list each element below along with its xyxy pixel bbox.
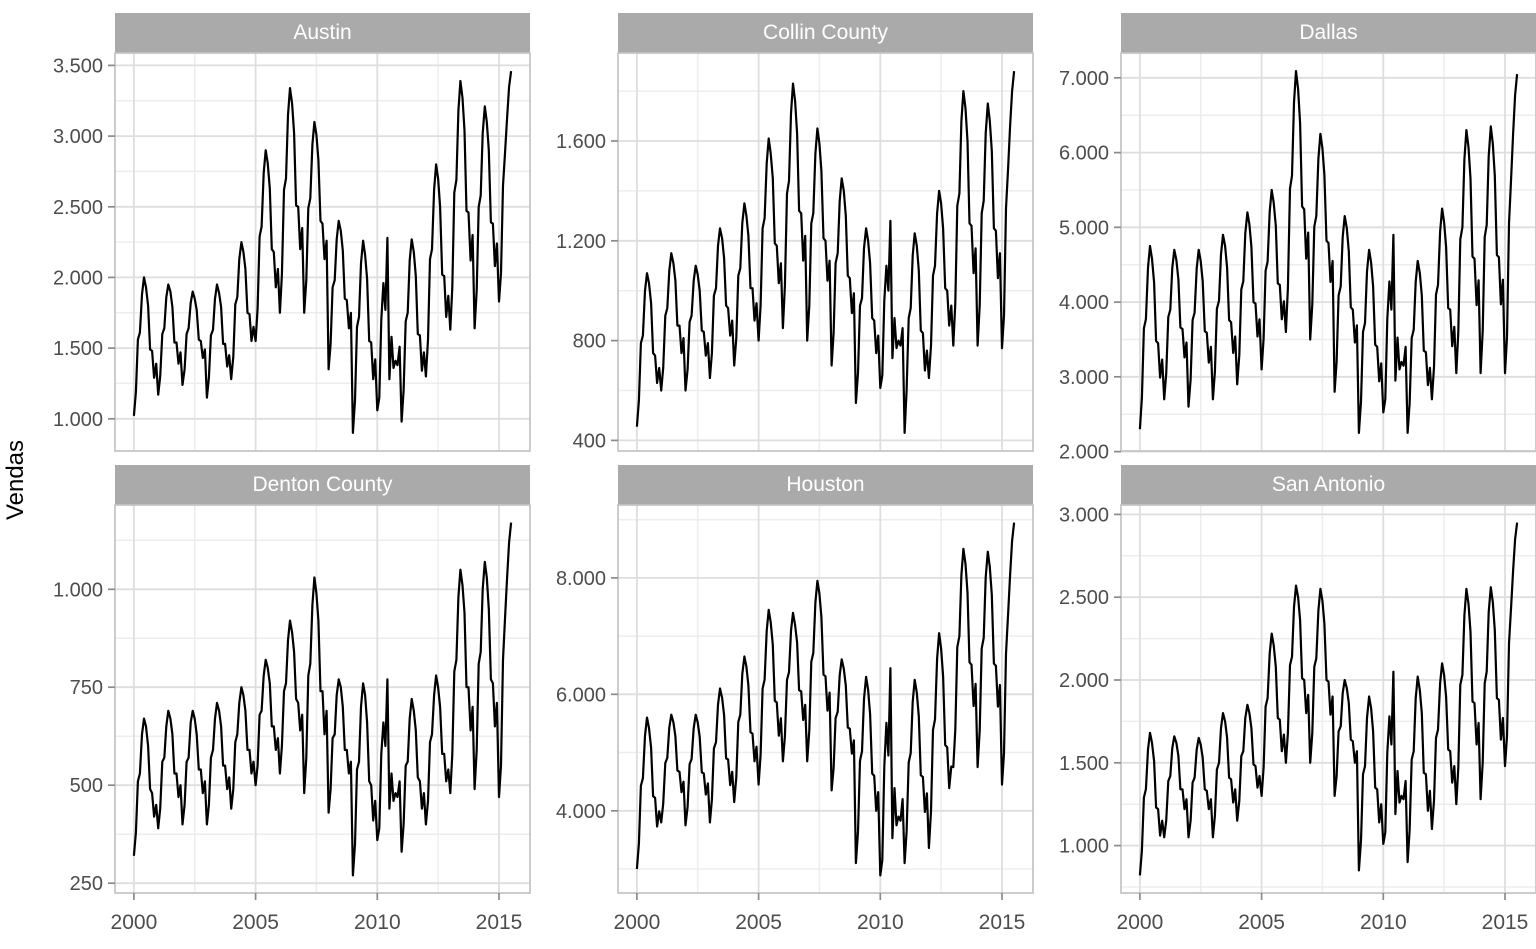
y-tick-label: 250 — [70, 873, 103, 895]
facet-title: Collin County — [763, 21, 888, 44]
x-tick-label: 2015 — [979, 911, 1026, 934]
series-line-denton-county — [132, 522, 513, 877]
x-tick-label: 2005 — [735, 911, 782, 934]
y-tick-label: 1.600 — [556, 131, 606, 153]
facet-title: Austin — [293, 21, 352, 44]
x-tick-label: 2010 — [1360, 911, 1407, 934]
x-tick-label: 2015 — [476, 911, 523, 934]
panel-border — [617, 52, 1034, 452]
y-tick-label: 8.000 — [556, 568, 606, 590]
series-line-collin-county — [635, 70, 1016, 434]
panel-border — [114, 52, 531, 452]
x-tick-label: 2005 — [232, 911, 279, 934]
panel-border — [114, 504, 531, 894]
facet-panel-collin-county: 400 800 1.200 1.600 — [556, 52, 1034, 452]
x-tick-label: 2010 — [857, 911, 904, 934]
panel-border — [1120, 504, 1536, 894]
panel-border — [1120, 52, 1536, 452]
y-tick-label: 3.500 — [53, 55, 103, 77]
facet-strip-austin: Austin — [115, 13, 530, 53]
y-tick-label: 2.000 — [53, 267, 103, 289]
y-tick-label: 2.500 — [53, 197, 103, 219]
panel-border — [617, 504, 1034, 894]
y-tick-label: 500 — [70, 775, 103, 797]
facet-panel-san-antonio: 1.000 1.500 2.000 2.500 3.000 2000 2005 2010 201… — [1059, 504, 1536, 934]
y-tick-label: 1.200 — [556, 231, 606, 253]
facet-grid: Austin 1.000 1.500 2.000 2.500 3.000 3.500 Coll… — [27, 13, 1536, 937]
facet-strip-houston: Houston — [618, 465, 1033, 505]
y-tick-label: 1.500 — [53, 338, 103, 360]
series-line-san-antonio — [1138, 522, 1519, 876]
x-tick-label: 2010 — [354, 911, 401, 934]
y-tick-label: 3.000 — [1059, 504, 1109, 526]
facet-strip-denton-county: Denton County — [115, 465, 530, 505]
y-tick-label: 400 — [573, 430, 606, 452]
facet-denton-county: Denton County 250 500 750 1.000 2000 2005 2010 2… — [27, 465, 531, 937]
y-axis-title: Vendas — [2, 439, 29, 521]
facet-strip-san-antonio: San Antonio — [1121, 465, 1536, 505]
y-tick-label: 1.500 — [1059, 753, 1109, 775]
y-tick-label: 1.000 — [53, 579, 103, 601]
x-tick-label: 2000 — [1117, 911, 1164, 934]
facet-austin: Austin 1.000 1.500 2.000 2.500 3.000 3.500 — [27, 13, 531, 452]
y-tick-label: 5.000 — [1059, 217, 1109, 239]
facet-title: San Antonio — [1271, 473, 1386, 496]
x-tick-label: 2005 — [1238, 911, 1285, 934]
facet-title: Houston — [786, 473, 865, 496]
facet-title: Dallas — [1299, 21, 1358, 44]
y-tick-label: 2.500 — [1059, 587, 1109, 609]
facet-dallas: Dallas 2.000 3.000 4.000 5.000 6.000 7.000 — [1033, 13, 1536, 464]
facet-collin-county: Collin County 400 800 1.200 1.600 — [530, 13, 1034, 452]
facet-san-antonio: San Antonio 1.000 1.500 2.000 2.500 3.000 2000… — [1033, 465, 1536, 937]
facet-panel-houston: 4.000 6.000 8.000 2000 2005 2010 2015 — [556, 504, 1034, 934]
facet-title: Denton County — [252, 473, 393, 496]
y-tick-label: 2.000 — [1059, 442, 1109, 464]
x-tick-label: 2000 — [614, 911, 661, 934]
facet-strip-collin-county: Collin County — [618, 13, 1033, 53]
facet-houston: Houston 4.000 6.000 8.000 2000 2005 2010 2015 — [530, 465, 1034, 937]
y-tick-label: 2.000 — [1059, 670, 1109, 692]
y-tick-label: 800 — [573, 331, 606, 353]
y-tick-label: 4.000 — [556, 801, 606, 823]
facet-strip-dallas: Dallas — [1121, 13, 1536, 53]
y-tick-label: 750 — [70, 677, 103, 699]
facet-panel-denton-county: 250 500 750 1.000 2000 2005 2010 2015 — [53, 504, 531, 934]
x-tick-label: 2015 — [1482, 911, 1529, 934]
y-tick-label: 4.000 — [1059, 292, 1109, 314]
y-tick-label: 6.000 — [556, 684, 606, 706]
y-tick-label: 1.000 — [53, 409, 103, 431]
facet-panel-dallas: 2.000 3.000 4.000 5.000 6.000 7.000 — [1059, 52, 1536, 464]
x-tick-label: 2000 — [111, 911, 158, 934]
series-line-dallas — [1138, 70, 1519, 434]
y-tick-label: 6.000 — [1059, 143, 1109, 165]
series-line-houston — [635, 522, 1016, 877]
y-tick-label: 3.000 — [1059, 367, 1109, 389]
y-tick-label: 3.000 — [53, 126, 103, 148]
y-tick-label: 1.000 — [1059, 836, 1109, 858]
facet-panel-austin: 1.000 1.500 2.000 2.500 3.000 3.500 — [53, 52, 531, 452]
y-tick-label: 7.000 — [1059, 68, 1109, 90]
series-line-austin — [132, 70, 513, 434]
